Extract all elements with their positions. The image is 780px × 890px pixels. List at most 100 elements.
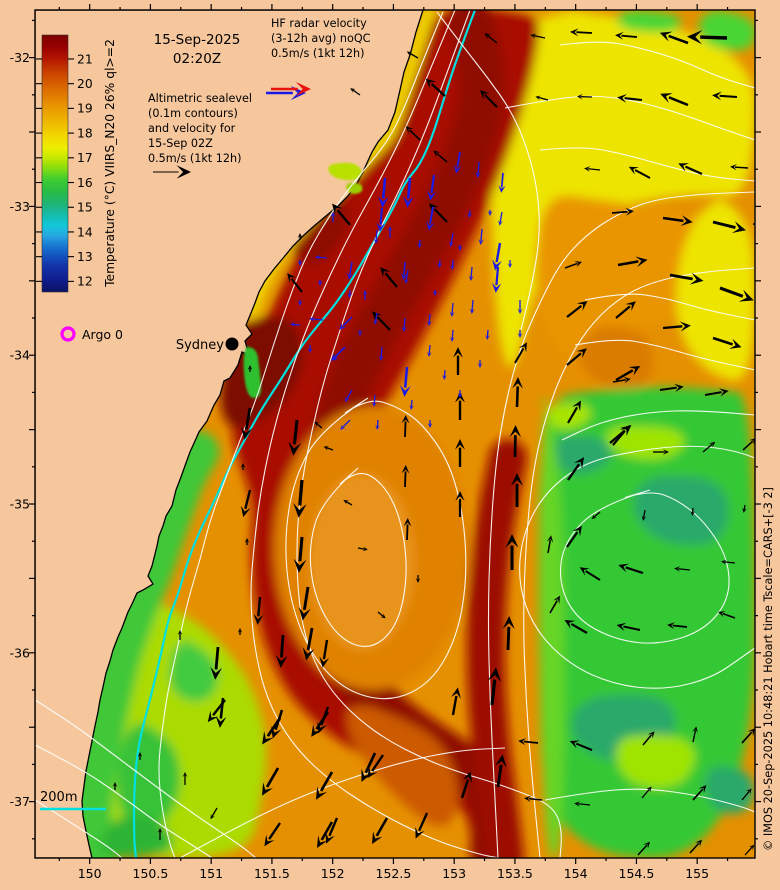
y-axis-tick-label: -37 bbox=[10, 794, 30, 809]
alt-legend-line1: Altimetric sealevel bbox=[148, 92, 252, 105]
altimetric-velocity-arrow bbox=[247, 365, 253, 372]
altimetric-velocity-arrow bbox=[401, 415, 410, 438]
ssh-contour bbox=[561, 410, 755, 441]
altimetric-velocity-arrow bbox=[591, 511, 601, 520]
altimetric-velocity-arrow bbox=[451, 687, 461, 716]
hf-radar-velocity-arrow bbox=[401, 317, 407, 332]
sst-patch-right-arm-dark bbox=[467, 439, 527, 858]
altimetric-velocity-arrow bbox=[275, 634, 288, 668]
altimetric-velocity-arrow bbox=[406, 51, 419, 59]
sst-patch-tr-green-patch-1 bbox=[616, 10, 682, 33]
altimetric-velocity-arrow bbox=[659, 383, 684, 393]
altimetric-velocity-arrow bbox=[535, 95, 549, 101]
hf-radar-velocity-arrow bbox=[427, 174, 437, 201]
altimetric-velocity-arrow bbox=[262, 717, 282, 745]
sst-patch-coastal-green-strip bbox=[69, 431, 219, 858]
ssh-contour bbox=[35, 744, 213, 858]
altimetric-velocity-arrow bbox=[712, 220, 746, 233]
altimetric-velocity-arrow bbox=[530, 33, 546, 39]
hf-radar-velocity-arrow bbox=[290, 322, 301, 327]
hf-radar-velocity-arrow bbox=[477, 360, 483, 368]
hf-radar-velocity-arrow bbox=[450, 329, 455, 342]
altimetric-velocity-arrow bbox=[687, 30, 728, 45]
ssh-contour bbox=[179, 747, 506, 858]
hf-radar-velocity-arrow bbox=[507, 260, 513, 268]
lake-macquarie bbox=[325, 162, 362, 181]
hf-radar-velocity-arrow bbox=[437, 259, 443, 268]
hf-legend-line2: (3-12h avg) noQC bbox=[271, 32, 371, 45]
ssh-contour bbox=[250, 10, 501, 858]
legend-reference-arrows bbox=[153, 81, 311, 179]
altimetric-velocity-field bbox=[112, 28, 755, 856]
hf-radar-velocity-arrow bbox=[347, 289, 353, 298]
axis-ticks bbox=[29, 4, 761, 864]
altimetric-velocity-arrow bbox=[112, 782, 118, 790]
altimetric-velocity-arrow bbox=[569, 740, 593, 751]
altimetric-velocity-arrow bbox=[453, 347, 463, 375]
altimetric-velocity-arrow bbox=[678, 163, 703, 176]
altimetric-velocity-arrow bbox=[502, 616, 515, 651]
altimetric-velocity-arrow bbox=[314, 421, 323, 429]
altimetric-velocity-arrow bbox=[618, 563, 644, 575]
altimetric-velocity-arrow bbox=[615, 301, 636, 319]
altimetric-velocity-arrow bbox=[323, 446, 334, 451]
hf-radar-velocity-arrow bbox=[403, 177, 414, 208]
hf-radar-velocity-arrow bbox=[467, 209, 473, 218]
colorbar-ticks: 21 20 19 18 17 16 15 14 13 12 bbox=[36, 52, 93, 289]
ssh-contour bbox=[584, 293, 755, 321]
altimetric-velocity-arrow bbox=[567, 457, 585, 481]
altimetric-velocity-arrow bbox=[332, 203, 351, 226]
altimetric-velocity-arrow bbox=[403, 518, 412, 541]
altimetric-velocity-arrow bbox=[182, 772, 188, 785]
altimetric-velocity-arrow bbox=[689, 839, 703, 854]
altimetric-velocity-arrow bbox=[579, 567, 601, 581]
altimetric-velocity-arrow bbox=[401, 465, 410, 488]
altimetric-velocity-arrow bbox=[637, 841, 651, 856]
ssh-contour bbox=[436, 11, 540, 331]
sst-patch-sw-green-patch-2 bbox=[169, 636, 218, 702]
altimetric-velocity-arrow bbox=[669, 272, 704, 285]
x-axis-tick-label: 154 bbox=[564, 866, 588, 881]
altimetric-velocity-arrow bbox=[253, 596, 264, 625]
altimetric-velocity-arrow bbox=[704, 388, 729, 397]
hf-radar-velocity-arrow bbox=[485, 329, 490, 340]
hf-radar-velocity-arrow bbox=[317, 280, 323, 286]
altimetric-velocity-arrow bbox=[509, 425, 522, 458]
altimetric-velocity-arrow bbox=[617, 93, 643, 103]
hf-radar-velocity-arrow bbox=[378, 346, 384, 361]
altimetric-velocity-arrow bbox=[712, 91, 738, 101]
hf-radar-velocity-arrow bbox=[332, 355, 338, 361]
alt-legend-line5: 0.5m/s (1kt 12h) bbox=[148, 152, 241, 165]
altimetric-velocity-arrow bbox=[137, 752, 143, 760]
altimetric-velocity-arrow bbox=[518, 738, 539, 746]
coastal-lakes bbox=[242, 162, 363, 398]
altimetric-velocity-arrow bbox=[237, 628, 243, 635]
altimetric-velocity-arrow bbox=[570, 28, 593, 37]
map-plot-area bbox=[35, 10, 755, 858]
y-axis-tick-label: -36 bbox=[10, 645, 30, 660]
altimetric-velocity-arrow bbox=[343, 500, 353, 506]
argo-float-marker bbox=[60, 326, 76, 342]
altimetric-velocity-arrow bbox=[240, 463, 246, 470]
altimetric-velocity-arrow bbox=[744, 844, 755, 856]
altimetric-velocity-arrow bbox=[512, 377, 523, 408]
hf-radar-velocity-arrow bbox=[449, 302, 455, 317]
altimetric-velocity-arrow bbox=[564, 261, 582, 269]
botany-green bbox=[242, 346, 262, 398]
map-annotations: Argo 0 Sydney 200m bbox=[40, 326, 239, 811]
hf-radar-velocity-arrow bbox=[357, 330, 363, 336]
altimetric-velocity-arrow bbox=[721, 559, 736, 565]
date-line: 15-Sep-2025 bbox=[154, 32, 241, 48]
altimetric-velocity-arrow bbox=[659, 31, 689, 45]
sst-patch-tr-green-patch-2 bbox=[698, 10, 755, 51]
x-axis-tick-label: 151.5 bbox=[254, 866, 290, 881]
altimetric-velocity-arrow bbox=[317, 821, 334, 848]
sst-patch-lime-patch-2 bbox=[610, 734, 696, 789]
x-axis-tick-label: 152 bbox=[321, 866, 345, 881]
altimetric-velocity-arrow bbox=[415, 812, 429, 839]
colorbar-tick-label: 14 bbox=[77, 225, 93, 239]
hf-radar-velocity-arrow bbox=[426, 206, 435, 231]
altimetric-velocity-arrow bbox=[484, 33, 498, 44]
altimetric-velocity-arrow bbox=[316, 771, 334, 800]
